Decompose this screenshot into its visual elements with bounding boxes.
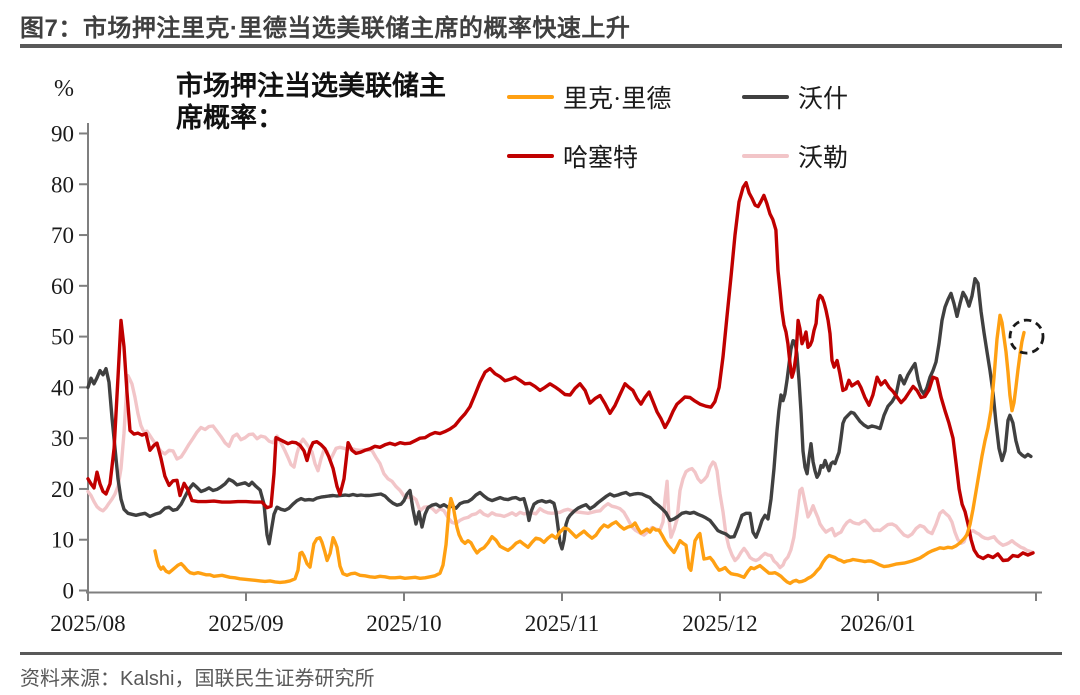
legend-label-rieder: 里克·里德 — [563, 86, 672, 113]
y-tick-label: 80 — [51, 172, 74, 197]
legend-item-hassett: 哈塞特 — [507, 142, 638, 172]
series-line-哈塞特 — [86, 181, 1035, 563]
x-tick-label: 2025/11 — [525, 611, 600, 636]
x-tick-label: 2025/09 — [208, 611, 283, 636]
y-tick-label: 60 — [51, 274, 74, 299]
y-tick-label: 0 — [63, 579, 75, 604]
legend-label-hassett: 哈塞特 — [563, 145, 639, 172]
annotation-line2: 席概率： — [176, 103, 284, 134]
y-tick-label: 40 — [51, 375, 74, 400]
y-axis-unit-label: % — [54, 76, 74, 102]
x-tick-label: 2025/08 — [50, 611, 125, 636]
legend-swatch-waller — [742, 154, 789, 158]
legend-item-warsh: 沃什 — [742, 83, 848, 113]
highlight-circle — [1008, 318, 1045, 355]
legend-label-warsh: 沃什 — [798, 86, 849, 113]
legend-swatch-rieder — [507, 95, 554, 99]
x-tick-label: 2025/12 — [682, 611, 757, 636]
series-line-里克·里德 — [153, 313, 1026, 586]
legend-item-rieder: 里克·里德 — [507, 83, 671, 113]
y-tick-label: 50 — [51, 325, 74, 350]
y-tick-label: 20 — [51, 477, 74, 502]
footer-divider — [20, 652, 1062, 655]
y-tick-label: 30 — [51, 426, 74, 451]
series-line-沃什 — [86, 277, 1033, 551]
page-title: 图7：市场押注里克·里德当选美联储主席的概率快速上升 — [20, 15, 631, 42]
chart-annotation: 市场押注当选美联储主 席概率： — [176, 70, 486, 135]
title-underline — [20, 44, 1062, 48]
legend-swatch-warsh — [742, 95, 789, 99]
y-tick-label: 10 — [51, 528, 74, 553]
legend-swatch-hassett — [507, 154, 554, 158]
annotation-line1: 市场押注当选美联储主 — [176, 71, 446, 101]
source-note: 资料来源：Kalshi，国联民生证券研究所 — [20, 668, 375, 690]
legend-item-waller: 沃勒 — [742, 142, 848, 172]
x-tick-label: 2026/01 — [840, 611, 915, 636]
legend-label-waller: 沃勒 — [798, 145, 849, 172]
y-tick-label: 90 — [51, 121, 74, 146]
series-line-沃勒 — [86, 374, 1035, 570]
x-tick-label: 2025/10 — [366, 611, 441, 636]
y-tick-label: 70 — [51, 223, 74, 248]
